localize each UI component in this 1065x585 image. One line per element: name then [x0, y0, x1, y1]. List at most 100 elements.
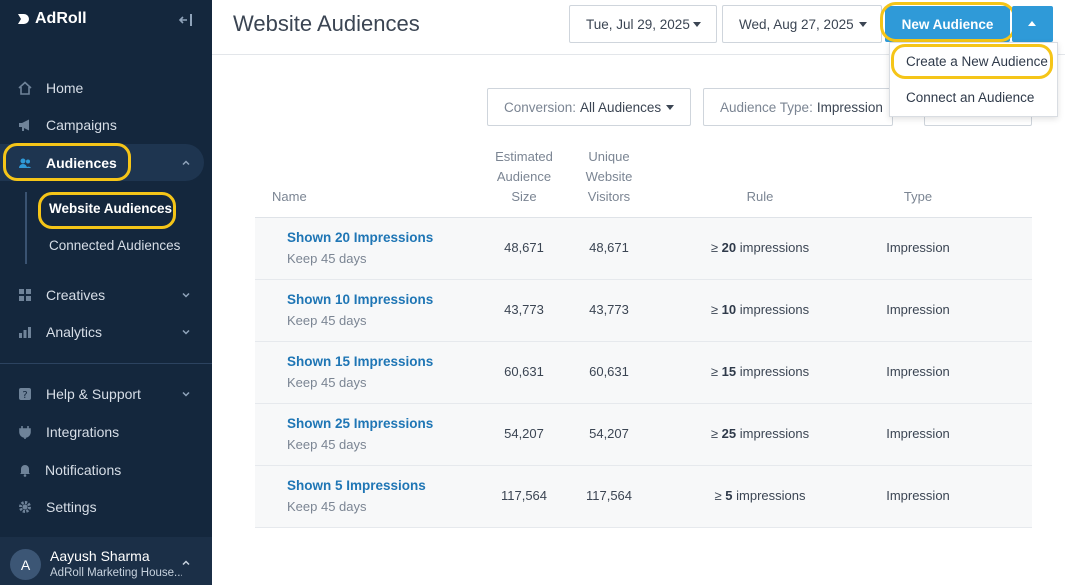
rule-number: 20: [721, 240, 737, 255]
column-header-unique-visitors[interactable]: Unique Website Visitors: [569, 147, 649, 207]
audience-size: 60,631: [504, 364, 544, 379]
sidebar-item-label: Home: [46, 79, 84, 96]
table-row: Shown 20 Impressions Keep 45 days 48,671…: [255, 218, 1032, 280]
column-header-line: Unique: [588, 149, 630, 164]
column-header-line: Website: [585, 169, 633, 184]
plug-icon: [19, 425, 31, 439]
table-row: Shown 15 Impressions Keep 45 days 60,631…: [255, 342, 1032, 404]
caret-down-icon: [666, 105, 674, 110]
table-header-divider: [255, 217, 1032, 218]
rule-number: 5: [725, 488, 733, 503]
sidebar-item-label: Notifications: [45, 461, 122, 478]
audience-type-filter-value: Impression: [816, 99, 883, 115]
sidebar-item-notifications[interactable]: Notifications: [0, 451, 212, 488]
sidebar-item-help-support[interactable]: ? Help & Support: [0, 375, 212, 412]
sidebar-item-creatives[interactable]: Creatives: [0, 276, 212, 313]
audience-rule: ≥ 25 impressions: [680, 426, 840, 441]
new-audience-dropdown-toggle[interactable]: [1012, 6, 1053, 42]
analytics-icon: [19, 326, 31, 338]
menu-item-connect-audience[interactable]: Connect an Audience: [906, 90, 1035, 105]
sidebar-item-label: Creatives: [46, 286, 106, 303]
sidebar-item-integrations[interactable]: Integrations: [0, 413, 212, 450]
chevron-up-icon: [182, 159, 190, 165]
audience-name-link[interactable]: Shown 20 Impressions: [287, 230, 434, 245]
rule-number: 15: [721, 364, 737, 379]
sidebar-item-audiences[interactable]: Audiences: [0, 144, 204, 181]
subnav-item-website-audiences[interactable]: Website Audiences: [0, 192, 212, 226]
rule-suffix: impressions: [739, 364, 810, 379]
user-menu[interactable]: A Aayush Sharma AdRoll Marketing House..…: [0, 537, 212, 585]
subnav-item-connected-audiences[interactable]: Connected Audiences: [0, 229, 212, 263]
sidebar-item-home[interactable]: Home: [0, 69, 212, 106]
audience-rule: ≥ 5 impressions: [680, 488, 840, 503]
rule-prefix: ≥: [710, 240, 719, 255]
grid-icon: [19, 288, 31, 301]
unique-visitors: 117,564: [585, 488, 633, 503]
unique-visitors: 60,631: [589, 364, 629, 379]
unique-visitors: 43,773: [589, 302, 629, 317]
rule-suffix: impressions: [736, 488, 806, 503]
audience-type-filter[interactable]: Audience Type: Impression: [703, 88, 893, 126]
audience-type: Impression: [886, 426, 950, 441]
conversion-filter-label: Conversion:: [504, 99, 577, 115]
audience-size: 117,564: [500, 488, 548, 503]
rule-suffix: impressions: [739, 426, 810, 441]
audience-name-link[interactable]: Shown 15 Impressions: [287, 354, 434, 369]
audience-retention: Keep 45 days: [287, 437, 367, 452]
audience-retention: Keep 45 days: [287, 313, 367, 328]
brand-name: AdRoll: [35, 10, 87, 27]
chevron-down-icon: [182, 391, 190, 397]
svg-text:?: ?: [22, 390, 27, 401]
subnav-line: [25, 192, 27, 264]
help-icon: ?: [19, 387, 31, 401]
page-title: Website Audiences: [233, 11, 420, 36]
adroll-logo[interactable]: AdRoll: [17, 10, 87, 28]
audience-name-link[interactable]: Shown 5 Impressions: [287, 478, 426, 493]
column-header-audience-size[interactable]: Estimated Audience Size: [484, 147, 564, 207]
user-organization: AdRoll Marketing House...: [50, 567, 182, 579]
end-date-value: Wed, Aug 27, 2025: [739, 16, 854, 32]
audience-name-link[interactable]: Shown 10 Impressions: [287, 292, 434, 307]
column-header-rule[interactable]: Rule: [746, 189, 774, 204]
bell-icon: [20, 464, 30, 477]
caret-up-icon: [1028, 21, 1036, 26]
audience-rule: ≥ 10 impressions: [680, 302, 840, 317]
column-header-line: Visitors: [587, 189, 631, 204]
start-date-value: Tue, Jul 29, 2025: [586, 16, 690, 32]
rule-prefix: ≥: [710, 364, 719, 379]
audience-retention: Keep 45 days: [287, 375, 367, 390]
audience-name-link[interactable]: Shown 25 Impressions: [287, 416, 434, 431]
rule-prefix: ≥: [710, 302, 719, 317]
rule-prefix: ≥: [714, 488, 722, 503]
collapse-sidebar-icon[interactable]: [178, 12, 194, 28]
end-date-picker[interactable]: Wed, Aug 27, 2025: [722, 5, 882, 43]
new-audience-button[interactable]: New Audience: [885, 6, 1010, 42]
sidebar-item-campaigns[interactable]: Campaigns: [0, 106, 212, 143]
sidebar-item-label: Settings: [46, 498, 97, 515]
new-audience-menu: Create a New Audience Connect an Audienc…: [889, 42, 1058, 117]
start-date-picker[interactable]: Tue, Jul 29, 2025: [569, 5, 717, 43]
sidebar-item-analytics[interactable]: Analytics: [0, 313, 212, 350]
audience-type: Impression: [886, 240, 950, 255]
sidebar-item-settings[interactable]: Settings: [0, 488, 212, 525]
header-divider: [212, 54, 1065, 55]
column-header-name[interactable]: Name: [272, 189, 307, 204]
user-name: Aayush Sharma: [50, 548, 150, 564]
menu-item-create-new-audience[interactable]: Create a New Audience: [906, 54, 1048, 69]
megaphone-icon: [19, 119, 29, 131]
caret-down-icon: [859, 22, 867, 27]
avatar: A: [10, 549, 41, 580]
column-header-line: Size: [511, 189, 537, 204]
rule-suffix: impressions: [739, 240, 810, 255]
unique-visitors: 48,671: [589, 240, 629, 255]
chevron-down-icon: [182, 329, 190, 335]
audience-type: Impression: [886, 488, 950, 503]
sidebar-divider: [0, 363, 212, 364]
table-row: Shown 5 Impressions Keep 45 days 117,564…: [255, 466, 1032, 528]
gear-icon: [19, 500, 31, 513]
audience-size: 48,671: [504, 240, 544, 255]
sidebar-item-label: Integrations: [46, 423, 120, 440]
rule-number: 10: [721, 302, 737, 317]
conversion-filter[interactable]: Conversion: All Audiences: [487, 88, 691, 126]
column-header-type[interactable]: Type: [903, 189, 933, 204]
